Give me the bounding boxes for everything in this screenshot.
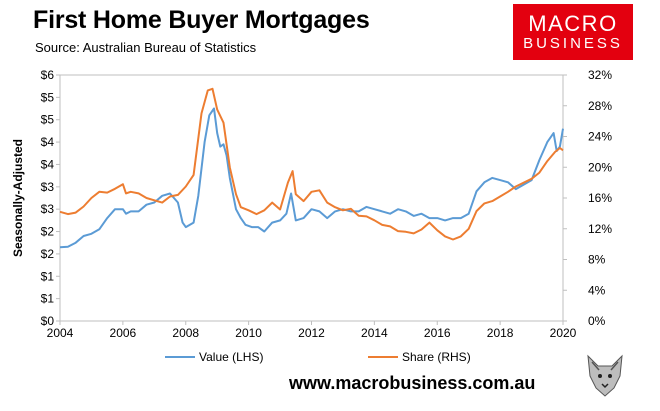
y-left-tick-label: $5 [41,90,55,104]
x-tick-label: 2008 [172,326,199,340]
series-line-value-lhs [59,107,564,249]
y-right-tick-label: 12% [588,222,612,236]
series-line-share-rhs [59,87,564,241]
y-right-tick-label: 0% [588,314,606,328]
y-left-tick-label: $1 [41,269,55,283]
y-right-tick-label: 16% [588,191,612,205]
y-left-tick-label: $6 [41,68,55,82]
y-right-tick-label: 20% [588,160,612,174]
y-left-tick-label: $1 [41,292,55,306]
macrobusiness-logo: MACRO BUSINESS [513,4,633,60]
x-tick-label: 2004 [47,326,74,340]
y-left-tick-label: $2 [41,247,55,261]
y-right-tick-label: 8% [588,253,606,267]
x-tick-label: 2010 [235,326,262,340]
x-tick-label: 2020 [550,326,577,340]
wolf-head-icon [587,354,623,397]
logo-text-business: BUSINESS [523,34,623,52]
y-left-tick-label: $4 [41,157,55,171]
x-tick-label: 2014 [361,326,388,340]
y-left-tick-label: $4 [41,135,55,149]
chart-source: Source: Australian Bureau of Statistics [35,40,257,55]
y-right-tick-label: 32% [588,68,612,82]
x-tick-label: 2018 [487,326,514,340]
y-left-tick-label: $3 [41,202,55,216]
y-left-tick-label: $3 [41,180,55,194]
legend-label: Value (LHS) [199,350,263,364]
y-left-tick-label: $2 [41,225,55,239]
y-left-tick-label: $5 [41,113,55,127]
y-left-tick-label: $0 [41,314,55,328]
y-left-axis-title: Seasonally-Adjusted [11,139,25,257]
legend-label: Share (RHS) [402,350,471,364]
x-tick-label: 2012 [298,326,325,340]
y-right-tick-label: 4% [588,283,606,297]
y-right-tick-label: 28% [588,99,612,113]
website-url: www.macrobusiness.com.au [289,373,536,393]
plot-area [59,74,564,322]
logo-text-macro: MACRO [528,10,618,36]
x-tick-label: 2016 [424,326,451,340]
x-tick-label: 2006 [110,326,137,340]
chart-title: First Home Buyer Mortgages [33,6,370,34]
y-right-tick-label: 24% [588,130,612,144]
